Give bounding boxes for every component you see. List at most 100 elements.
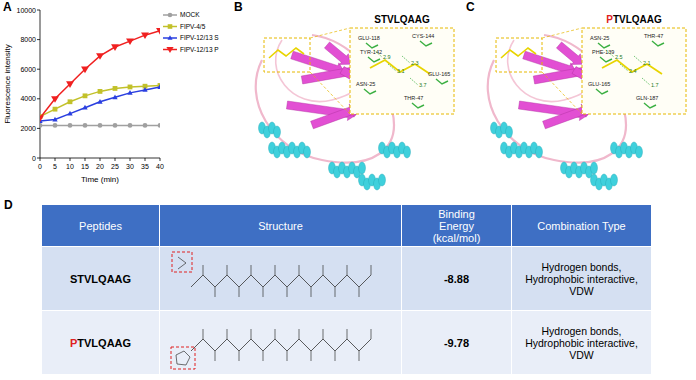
x-tick-label: 10 bbox=[66, 163, 74, 170]
x-tick bbox=[130, 158, 131, 161]
zoom-box bbox=[496, 38, 542, 72]
helix bbox=[359, 162, 366, 174]
bond bbox=[275, 329, 276, 339]
residue-label: GLN-187 bbox=[636, 95, 658, 101]
panel-label: C bbox=[466, 0, 475, 14]
residue-letter: A bbox=[107, 273, 115, 285]
backbone bbox=[191, 275, 371, 287]
x-tick bbox=[160, 158, 161, 161]
data-point bbox=[68, 99, 73, 104]
residue-stick bbox=[644, 103, 656, 108]
x-tick bbox=[40, 158, 41, 161]
bond bbox=[239, 287, 240, 297]
bond bbox=[215, 351, 216, 361]
data-point bbox=[157, 84, 160, 89]
legend-marker bbox=[167, 35, 172, 40]
data-point bbox=[83, 123, 88, 128]
residue-letter: A bbox=[115, 273, 123, 285]
bond bbox=[359, 287, 360, 297]
data-point bbox=[82, 105, 87, 110]
distance-label: 2.1 bbox=[643, 60, 651, 66]
residue-letter: G bbox=[123, 337, 132, 349]
data-point bbox=[51, 96, 59, 103]
residue-letter: T bbox=[77, 273, 84, 285]
zoom-box bbox=[264, 38, 310, 72]
table-cell: Hydrogen bonds, Hydrophobic interactive,… bbox=[512, 247, 652, 311]
legend-label: FIPV-12/13 S bbox=[180, 34, 219, 41]
helix bbox=[404, 146, 411, 158]
distance-label: 2.3 bbox=[411, 60, 419, 66]
bond bbox=[311, 351, 312, 361]
bond bbox=[323, 265, 324, 275]
residue-letter: Q bbox=[98, 337, 107, 349]
data-point bbox=[53, 107, 58, 112]
residue-letter: A bbox=[115, 337, 123, 349]
table-cell bbox=[160, 247, 402, 311]
y-tick bbox=[37, 158, 40, 159]
inset bbox=[350, 28, 454, 114]
table-cell bbox=[160, 311, 402, 375]
residue-stick bbox=[368, 57, 380, 62]
x-tick bbox=[55, 158, 56, 161]
structure-drawing bbox=[166, 249, 395, 309]
binding-energy: -9.78 bbox=[444, 337, 469, 349]
bond bbox=[347, 329, 348, 339]
bond bbox=[323, 329, 324, 339]
residue-stick bbox=[596, 89, 608, 94]
data-point bbox=[67, 111, 72, 116]
residue-letter: V bbox=[84, 337, 91, 349]
legend-marker bbox=[168, 13, 173, 18]
bond bbox=[347, 265, 348, 275]
x-tick bbox=[85, 158, 86, 161]
header-text: Binding Energy (kcal/mol) bbox=[424, 208, 489, 244]
data-point bbox=[83, 93, 88, 98]
table-cell: PTVLQAAG bbox=[42, 311, 160, 375]
bond bbox=[227, 265, 228, 275]
y-axis bbox=[40, 10, 41, 158]
data-point bbox=[112, 94, 117, 99]
helix bbox=[304, 146, 311, 158]
hbond bbox=[634, 56, 642, 63]
helix bbox=[506, 126, 513, 138]
residue-stick bbox=[436, 79, 448, 84]
x-tick-label: 15 bbox=[81, 163, 89, 170]
data-point bbox=[113, 123, 118, 128]
bond bbox=[335, 351, 336, 361]
structure-drawing bbox=[166, 313, 395, 373]
residue-letter: G bbox=[654, 14, 662, 25]
distance-label: 2.9 bbox=[383, 54, 391, 60]
y-tick-label: 4000 bbox=[20, 95, 36, 102]
x-tick-label: 35 bbox=[141, 163, 149, 170]
modified-site bbox=[171, 347, 195, 369]
residue-letter: L bbox=[91, 273, 98, 285]
helix bbox=[636, 146, 643, 158]
table-cell: Binding Energy (kcal/mol) bbox=[402, 205, 512, 247]
residue-stick bbox=[652, 41, 664, 46]
data-point bbox=[113, 86, 118, 91]
bond bbox=[371, 329, 372, 339]
data-point bbox=[127, 90, 132, 95]
bond bbox=[299, 265, 300, 275]
table-cell: Peptides bbox=[42, 205, 160, 247]
residue-letter: S bbox=[70, 273, 77, 285]
bond bbox=[287, 351, 288, 361]
y-tick-label: 8000 bbox=[20, 36, 36, 43]
bond bbox=[263, 287, 264, 297]
distance-label: 2.4 bbox=[629, 68, 637, 74]
bond bbox=[311, 287, 312, 297]
peptide-stick bbox=[370, 60, 430, 74]
y-tick bbox=[37, 10, 40, 11]
ligand bbox=[501, 48, 536, 58]
data-point bbox=[52, 117, 57, 122]
zoom-connector bbox=[310, 72, 350, 114]
y-tick-label: 0 bbox=[32, 155, 36, 162]
helix bbox=[591, 162, 598, 174]
y-tick-label: 2000 bbox=[20, 125, 36, 132]
series-line bbox=[40, 87, 160, 121]
x-tick-label: 25 bbox=[111, 163, 119, 170]
bond bbox=[251, 265, 252, 275]
y-axis-label: Fluorescence intensity bbox=[3, 44, 12, 124]
binding-energy: -8.88 bbox=[444, 273, 469, 285]
data-point bbox=[158, 123, 160, 128]
hbond bbox=[388, 64, 396, 71]
